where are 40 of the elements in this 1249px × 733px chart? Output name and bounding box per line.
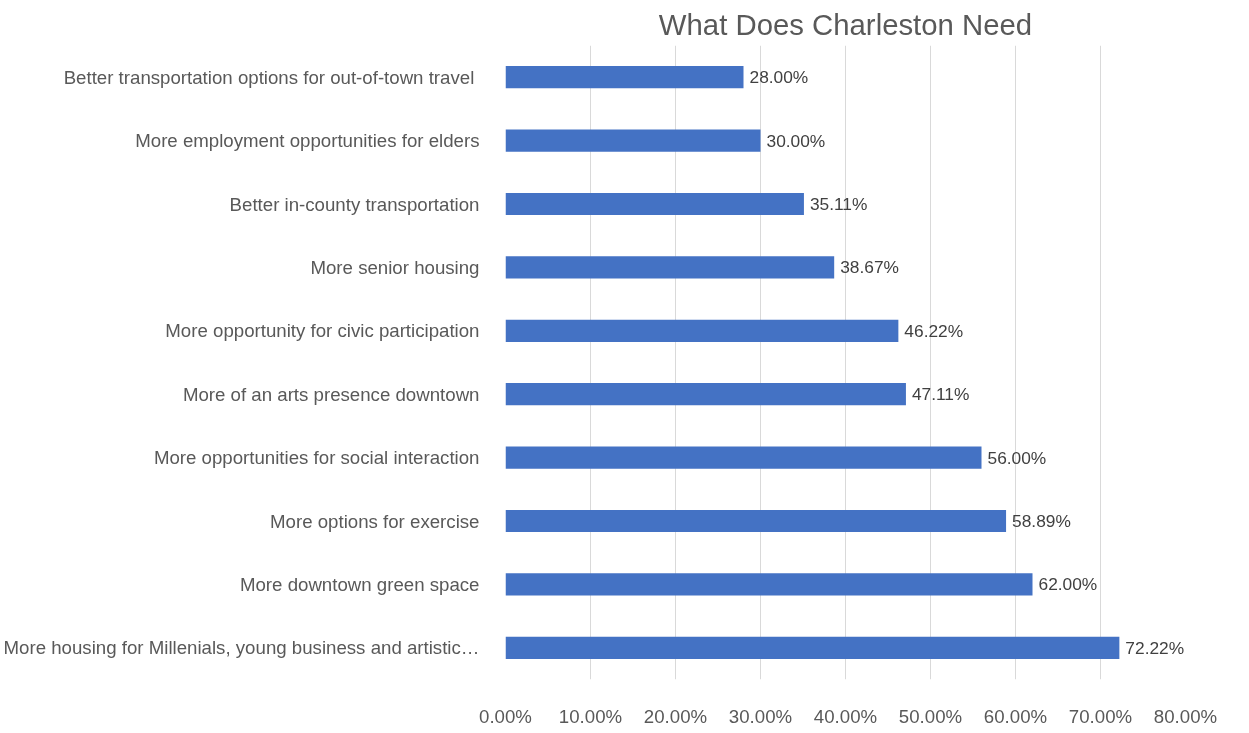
bar	[505, 509, 1007, 533]
bar	[505, 66, 744, 89]
data-label: 38.67%	[840, 257, 899, 278]
y-tick-label: Better in-county transportation	[229, 193, 480, 215]
bar	[505, 446, 982, 469]
y-tick-label: More housing for Millenials, young business and artistic…	[3, 637, 480, 659]
data-label: 47.11%	[911, 384, 970, 405]
bar	[505, 636, 1120, 659]
x-tick-label: 80.00%	[1153, 705, 1218, 727]
data-label: 72.22%	[1125, 637, 1185, 658]
x-tick-label: 20.00%	[643, 705, 708, 727]
x-tick-label: 10.00%	[558, 705, 623, 727]
y-tick-label: More options for exercise	[270, 510, 480, 532]
bar	[505, 256, 835, 279]
bar	[505, 383, 906, 406]
bar	[505, 192, 804, 216]
y-tick-label: More opportunity for civic participation	[165, 320, 480, 342]
data-label: 28.00%	[749, 67, 809, 88]
data-label: 46.22%	[904, 320, 964, 341]
data-label: 56.00%	[987, 447, 1047, 468]
chart-title: What Does Charleston Need	[658, 7, 1033, 41]
bar	[505, 319, 899, 342]
x-tick-label: 0.00%	[479, 705, 532, 727]
x-tick-label: 30.00%	[728, 705, 793, 727]
y-tick-label: More opportunities for social interaction	[153, 447, 480, 469]
data-label: 62.00%	[1038, 574, 1098, 595]
x-tick-label: 60.00%	[983, 705, 1048, 727]
y-tick-label: More of an arts presence downtown	[182, 383, 480, 405]
y-tick-label: More employment opportunities for elders	[135, 130, 480, 152]
data-label: 58.89%	[1012, 511, 1071, 531]
x-tick-label: 50.00%	[898, 705, 963, 727]
x-tick-label: 70.00%	[1068, 705, 1133, 727]
x-tick-label: 40.00%	[813, 705, 878, 727]
data-label: 35.11%	[809, 194, 868, 214]
y-tick-label: More senior housing	[310, 256, 480, 278]
data-label: 30.00%	[766, 130, 826, 151]
bar	[505, 573, 1033, 596]
y-tick-label: Better transportation options for out-of-town travel	[63, 66, 475, 88]
bar	[505, 129, 761, 152]
y-tick-label: More downtown green space	[239, 573, 480, 595]
